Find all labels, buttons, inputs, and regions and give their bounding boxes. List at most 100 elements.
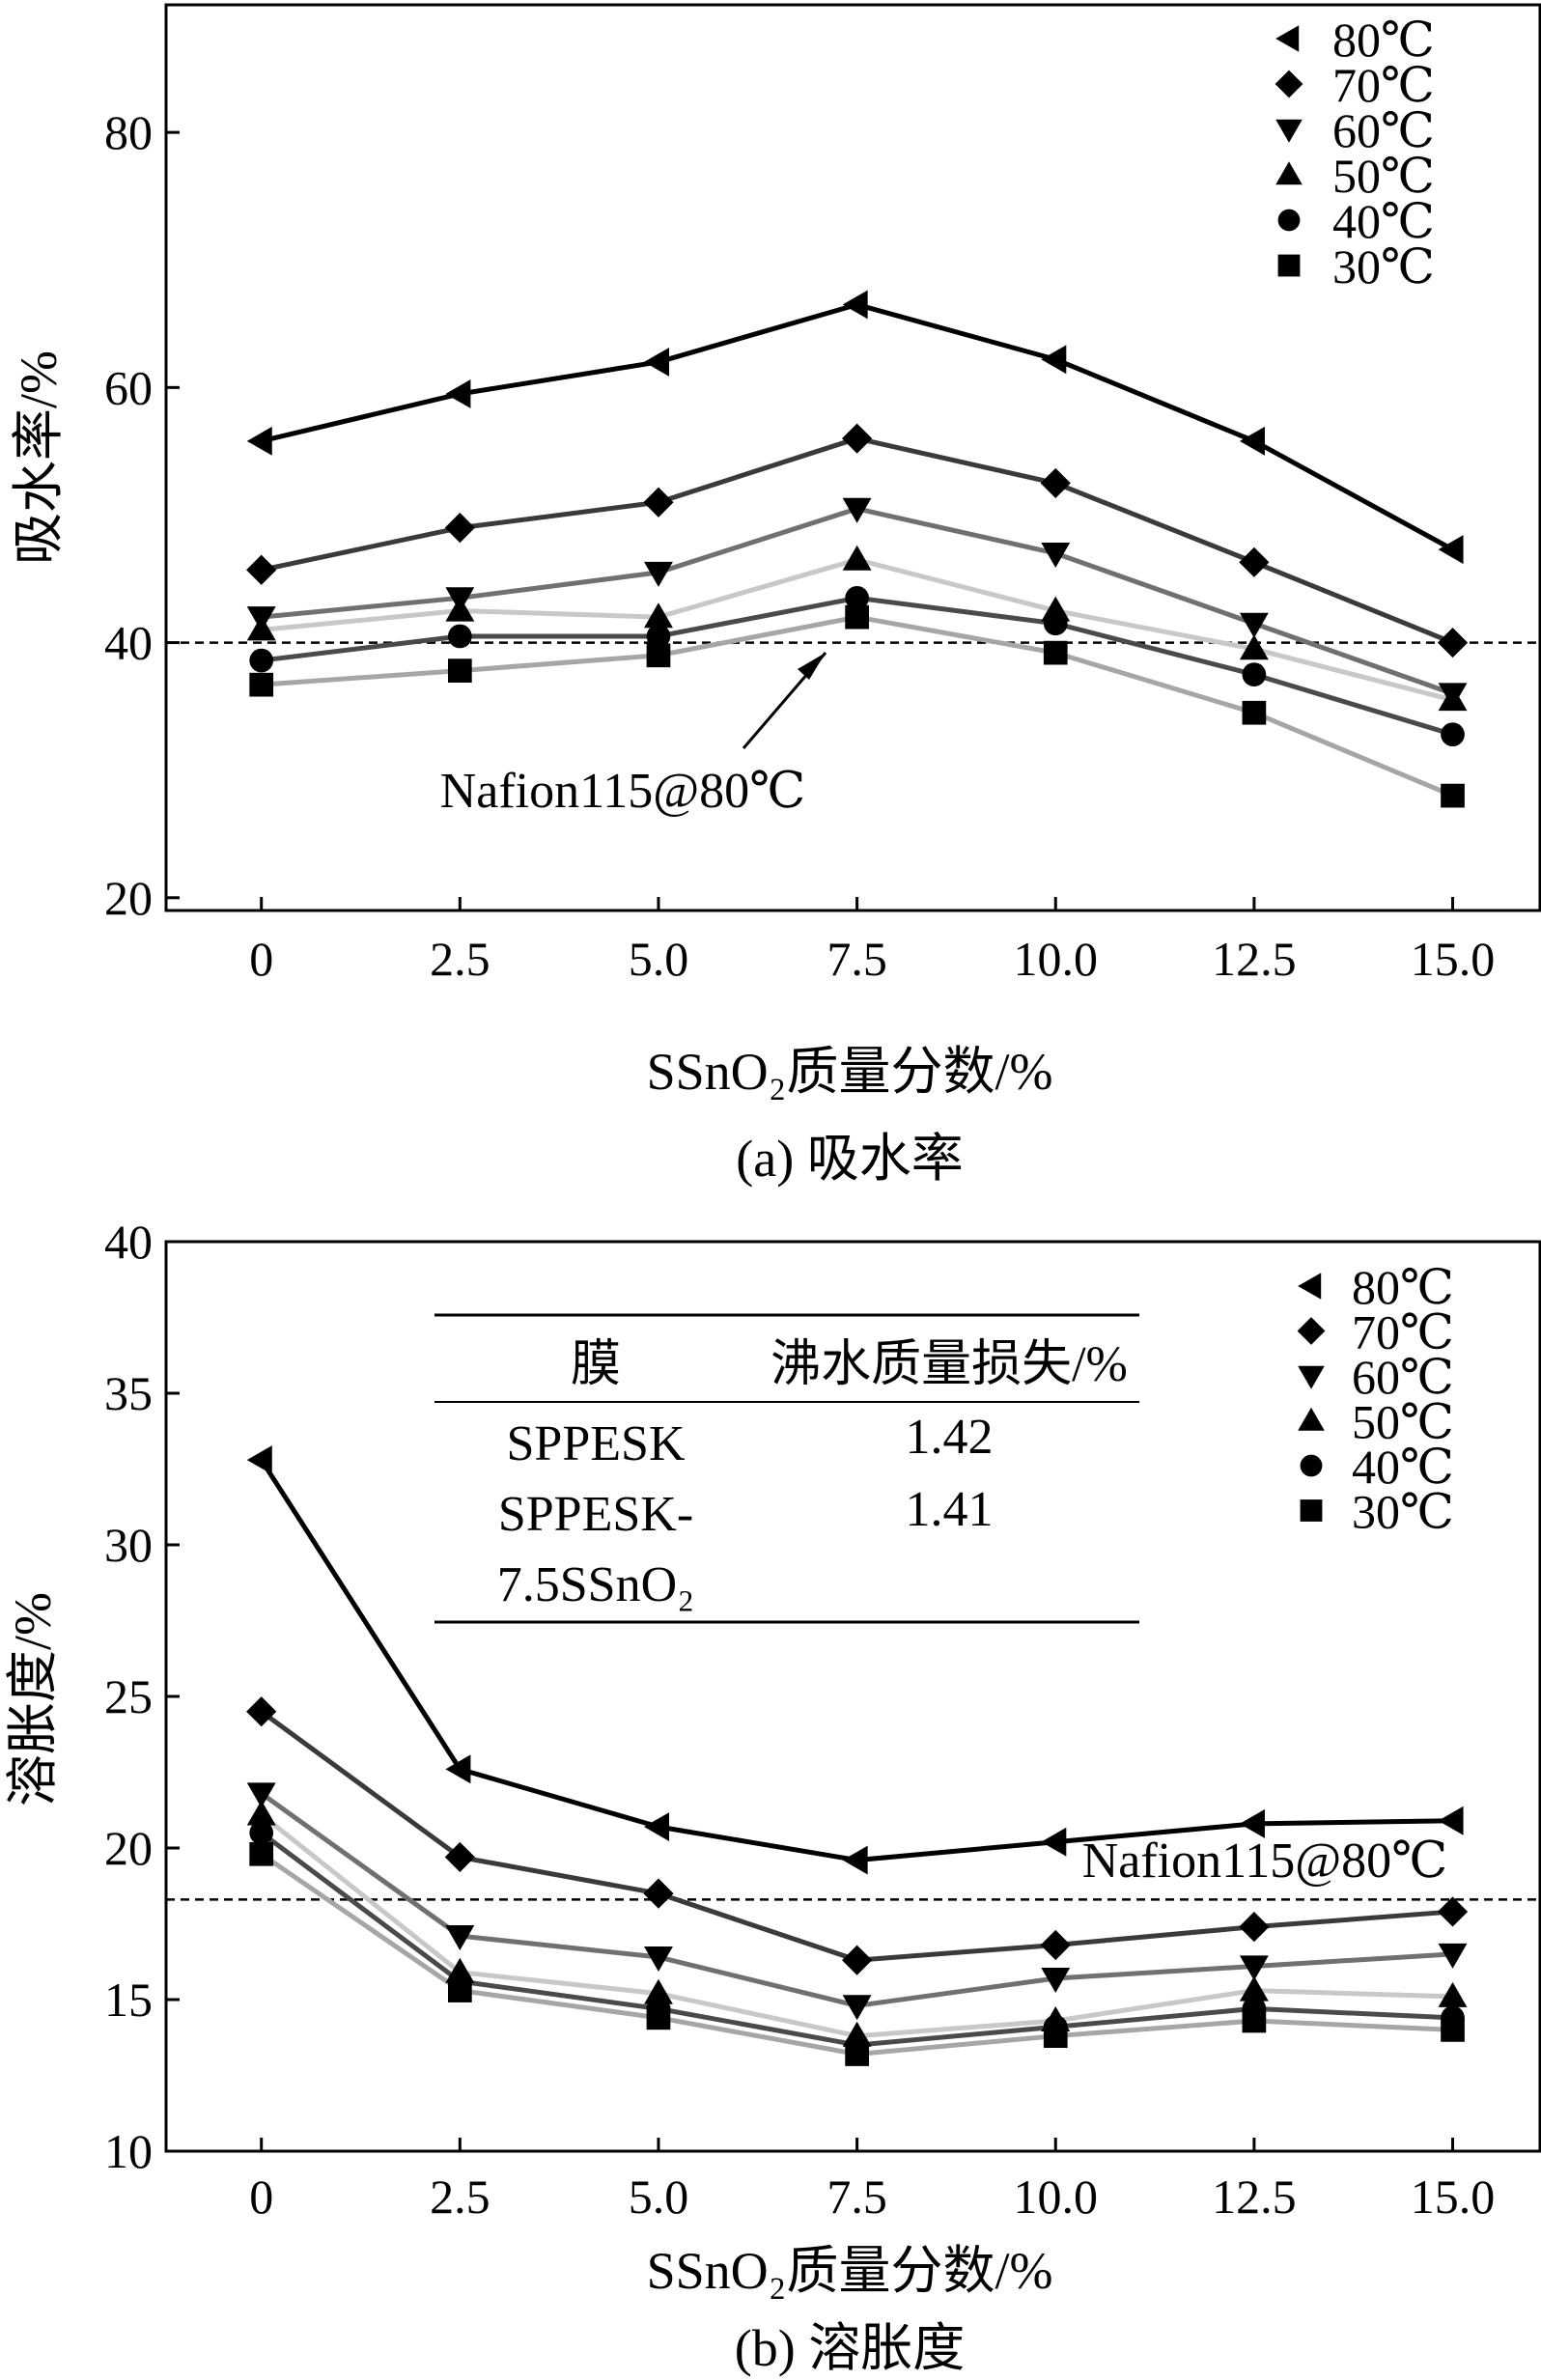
data-point-30℃ xyxy=(1441,783,1465,808)
legend-label: 60℃ xyxy=(1332,103,1435,157)
y-tick-label: 25 xyxy=(104,1669,153,1723)
data-point-60℃ xyxy=(842,1995,872,2021)
y-tick-label: 20 xyxy=(104,1821,153,1875)
data-point-50℃ xyxy=(644,602,673,629)
data-point-40℃ xyxy=(1441,2005,1465,2030)
legend-label: 50℃ xyxy=(1352,1395,1454,1449)
legend-label: 40℃ xyxy=(1352,1440,1454,1494)
x-tick-label: 15.0 xyxy=(1411,932,1496,986)
legend-label: 50℃ xyxy=(1332,149,1435,203)
y-tick-label: 40 xyxy=(104,1215,153,1269)
y-tick-label: 30 xyxy=(104,1518,153,1572)
inset-row2-membrane-line1: SPPESK- xyxy=(498,1487,693,1542)
inset-row2-loss: 1.41 xyxy=(906,1482,994,1537)
data-point-70℃ xyxy=(444,513,475,544)
inset-table: 膜 沸水质量损失/% SPPESK 1.42 SPPESK- 7.5SSnO₂ … xyxy=(434,1313,1139,1624)
inset-row1-membrane: SPPESK xyxy=(507,1416,686,1471)
legend-label: 40℃ xyxy=(1332,194,1435,248)
data-point-70℃ xyxy=(444,1841,475,1873)
inset-row2-membrane-line2: 7.5SSnO₂ xyxy=(497,1557,695,1612)
data-point-40℃ xyxy=(1441,722,1465,747)
series-lines-b xyxy=(246,1445,1469,2066)
legend-marker-80℃ xyxy=(1275,25,1300,52)
x-tick-label: 7.5 xyxy=(827,932,887,986)
x-tick-label: 0 xyxy=(249,932,273,986)
nafion-reference-label-b: Nafion115@80℃ xyxy=(1082,1834,1448,1889)
data-point-60℃ xyxy=(1041,543,1071,569)
data-point-80℃ xyxy=(445,1754,471,1784)
y-axis-label-a: 吸水率/% xyxy=(10,350,68,565)
data-point-40℃ xyxy=(1242,1997,1267,2021)
x-tick-label: 5.0 xyxy=(629,2170,689,2224)
data-point-80℃ xyxy=(445,378,471,408)
legend-marker-80℃ xyxy=(1298,1273,1322,1300)
data-point-50℃ xyxy=(1438,1981,1468,2007)
y-tick-label: 15 xyxy=(104,1973,153,2027)
legend-label: 80℃ xyxy=(1352,1260,1454,1314)
data-point-50℃ xyxy=(1041,596,1071,622)
axis-ticks-a: 0 2.5 5.0 7.5 10.0 12.5 15.0 20 40 60 80 xyxy=(104,105,1495,986)
data-point-80℃ xyxy=(246,426,272,456)
legend-label: 70℃ xyxy=(1332,58,1435,112)
data-point-60℃ xyxy=(644,561,673,587)
x-tick-label: 5.0 xyxy=(629,932,689,986)
inset-header-boiling-loss: 沸水质量损失/% xyxy=(770,1337,1128,1392)
legend-marker-30℃ xyxy=(1300,1499,1323,1522)
data-point-70℃ xyxy=(1437,627,1469,658)
data-point-60℃ xyxy=(1239,1955,1269,1981)
data-point-70℃ xyxy=(643,487,674,518)
annotation-arrowhead-a xyxy=(798,653,826,680)
plot-frame-a xyxy=(164,3,1541,912)
legend-label: 80℃ xyxy=(1332,13,1435,67)
data-point-70℃ xyxy=(1437,1896,1469,1927)
legend-marker-70℃ xyxy=(1297,1317,1326,1345)
legend-marker-50℃ xyxy=(1275,161,1303,185)
legend-marker-40℃ xyxy=(1300,1454,1323,1477)
data-point-50℃ xyxy=(1239,634,1269,660)
x-tick-label: 0 xyxy=(249,2170,273,2224)
legend-marker-60℃ xyxy=(1275,119,1303,143)
data-point-60℃ xyxy=(1239,612,1269,638)
x-tick-label: 12.5 xyxy=(1212,932,1297,986)
data-point-80℃ xyxy=(842,1845,868,1875)
series-lines-a xyxy=(246,290,1469,808)
data-point-60℃ xyxy=(842,497,872,523)
y-tick-label: 20 xyxy=(104,871,153,925)
data-point-40℃ xyxy=(1242,662,1267,686)
data-point-80℃ xyxy=(246,1445,272,1475)
legend-marker-30℃ xyxy=(1277,254,1301,277)
data-point-50℃ xyxy=(1041,2006,1071,2032)
data-point-40℃ xyxy=(447,624,472,649)
data-point-80℃ xyxy=(842,290,868,320)
series-line-80℃ xyxy=(259,1458,1453,1863)
data-point-30℃ xyxy=(1043,640,1068,665)
data-point-60℃ xyxy=(1438,683,1468,709)
x-tick-label: 10.0 xyxy=(1013,2170,1098,2224)
data-point-60℃ xyxy=(246,1782,276,1808)
legend-label: 60℃ xyxy=(1352,1350,1454,1404)
data-point-50℃ xyxy=(1239,1975,1269,2002)
data-point-70℃ xyxy=(246,1696,277,1727)
data-point-40℃ xyxy=(249,1820,274,1845)
data-point-70℃ xyxy=(1040,467,1071,499)
legend-label: 30℃ xyxy=(1352,1485,1454,1539)
x-tick-label: 12.5 xyxy=(1212,2170,1297,2224)
data-point-40℃ xyxy=(249,648,274,673)
data-point-80℃ xyxy=(1041,345,1067,375)
panel-b-swelling-chart: 0 2.5 5.0 7.5 10.0 12.5 15.0 10 15 20 25 30 35 40 80℃… xyxy=(4,1215,1541,2377)
x-tick-label: 10.0 xyxy=(1013,932,1098,986)
data-point-40℃ xyxy=(646,624,671,649)
data-point-60℃ xyxy=(644,1946,673,1972)
inset-header-membrane: 膜 xyxy=(571,1337,621,1392)
data-point-50℃ xyxy=(842,545,872,571)
data-point-30℃ xyxy=(1242,700,1267,725)
x-axis-label-b: SSnO₂质量分数/% xyxy=(647,2242,1053,2300)
y-tick-label: 40 xyxy=(104,616,153,670)
inset-row1-loss: 1.42 xyxy=(906,1410,994,1465)
x-tick-label: 2.5 xyxy=(430,2170,490,2224)
legend-marker-70℃ xyxy=(1275,70,1303,98)
x-tick-label: 15.0 xyxy=(1411,2170,1496,2224)
data-point-60℃ xyxy=(246,606,276,632)
y-tick-label: 80 xyxy=(104,105,153,159)
